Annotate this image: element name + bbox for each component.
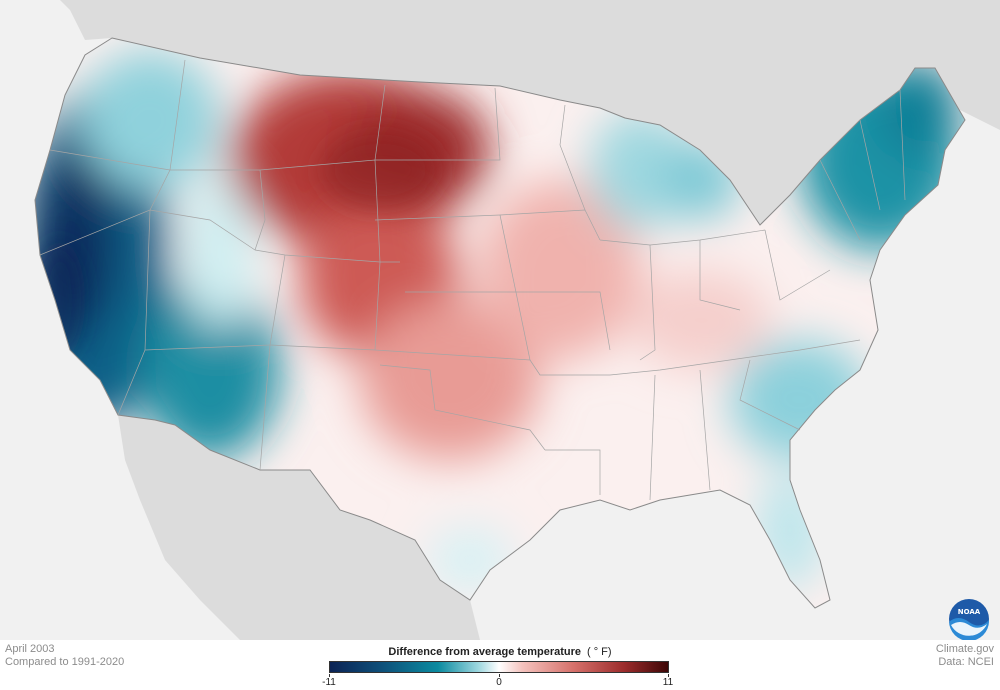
legend-unit: ( ° F) bbox=[587, 646, 612, 658]
noaa-logo-text: NOAA bbox=[958, 608, 981, 616]
canada-landmass bbox=[60, 0, 1000, 225]
legend-max-label: 11 bbox=[662, 677, 674, 688]
noaa-logo-icon: NOAA bbox=[949, 599, 989, 640]
legend-title-text: Difference from average temperature bbox=[388, 646, 581, 658]
map-panel: NOAA bbox=[0, 0, 1000, 640]
legend-min-label: -11 bbox=[322, 677, 336, 688]
credit-label: Climate.gov bbox=[935, 643, 994, 655]
source-label: Data: NCEI bbox=[938, 656, 994, 668]
legend-title: Difference from average temperature ( ° F… bbox=[300, 646, 700, 658]
us-outline bbox=[34, 37, 966, 609]
period-label: April 2003 bbox=[5, 643, 55, 655]
state-borders bbox=[39, 59, 906, 501]
baseline-label: Compared to 1991-2020 bbox=[5, 656, 125, 668]
mexico-landmass bbox=[118, 415, 480, 640]
legend-tick-mid bbox=[499, 674, 500, 677]
temperature-anomaly-map bbox=[34, 0, 1000, 640]
legend-color-bar bbox=[329, 661, 669, 673]
map-footer: April 2003 Compared to 1991-2020 Differe… bbox=[0, 640, 1000, 690]
legend-mid-label: 0 bbox=[496, 677, 502, 688]
legend-tick-max bbox=[668, 674, 669, 677]
legend-tick-min bbox=[329, 674, 330, 677]
